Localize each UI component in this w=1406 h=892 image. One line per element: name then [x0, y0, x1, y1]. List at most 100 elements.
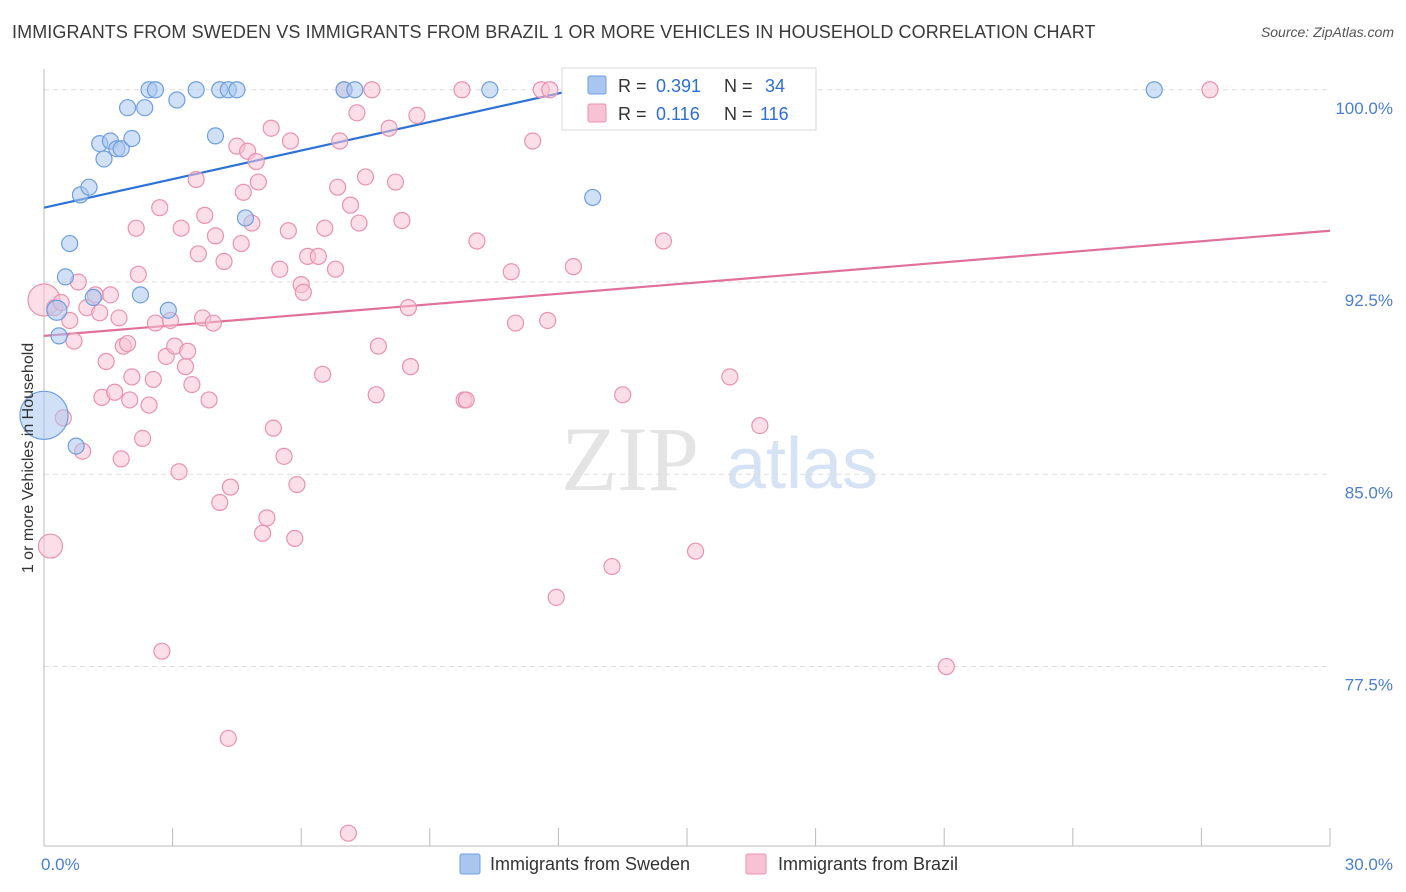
point-brazil [221, 478, 240, 496]
point-brazil [146, 314, 165, 332]
point-sweden [228, 81, 246, 99]
point-brazil [118, 334, 137, 353]
point-brazil [206, 227, 225, 245]
y-tick-label: 77.5% [1345, 676, 1393, 695]
point-brazil [234, 183, 252, 201]
stats-brazil-r-value: 0.116 [656, 104, 700, 124]
point-brazil [140, 396, 158, 414]
x-tick-label: 30.0% [1345, 855, 1393, 874]
stats-sweden-n-value: 34 [765, 76, 785, 96]
source-credit: Source: ZipAtlas.com [1260, 24, 1394, 40]
point-brazil [91, 304, 109, 322]
point-brazil [144, 370, 162, 389]
point-brazil [356, 168, 375, 186]
point-brazil [468, 232, 486, 250]
point-brazil [539, 311, 557, 330]
stats-sweden-n-label: N = [724, 76, 753, 96]
point-sweden [19, 390, 69, 440]
x-tick-label: 0.0% [41, 855, 80, 874]
legend-label-brazil: Immigrants from Brazil [778, 854, 958, 874]
point-brazil [200, 391, 218, 409]
series-brazil-points [27, 81, 1219, 842]
point-brazil [151, 199, 169, 217]
point-brazil [112, 450, 130, 468]
stats-box: R = 0.391 N = 34 R = 0.116 N = 116 [561, 67, 817, 131]
point-brazil [264, 419, 282, 437]
point-brazil [386, 173, 405, 191]
point-brazil [129, 265, 147, 283]
point-brazil [721, 368, 739, 386]
point-brazil [123, 368, 141, 386]
point-sweden [46, 299, 68, 321]
point-brazil [279, 222, 297, 240]
point-brazil [367, 386, 385, 404]
point-brazil [275, 447, 293, 465]
point-brazil [258, 509, 276, 527]
point-brazil [176, 358, 195, 376]
point-brazil [37, 533, 64, 559]
point-brazil [172, 219, 190, 237]
point-brazil [1201, 81, 1219, 99]
legend-label-sweden: Immigrants from Sweden [490, 854, 690, 874]
point-brazil [350, 214, 368, 232]
stats-swatch-sweden [587, 75, 607, 95]
point-sweden [56, 268, 75, 286]
y-tick-labels: 100.0% 92.5% 85.0% 77.5% [1335, 99, 1393, 695]
y-tick-label: 100.0% [1335, 99, 1393, 118]
point-sweden [187, 81, 205, 99]
legend-swatch-brazil [745, 853, 767, 875]
point-sweden [136, 99, 154, 117]
stats-brazil-r-label: R = [618, 104, 647, 124]
stats-swatch-brazil [587, 103, 607, 123]
point-brazil [254, 524, 272, 542]
point-brazil [294, 283, 312, 301]
point-brazil [101, 286, 120, 304]
point-brazil [61, 311, 79, 330]
point-brazil [211, 493, 229, 512]
watermark-atlas: atlas [726, 424, 878, 504]
point-brazil [506, 314, 525, 332]
point-brazil [219, 729, 237, 747]
point-brazil [121, 391, 139, 409]
point-brazil [127, 219, 145, 237]
gridlines [44, 89, 1330, 668]
point-sweden [61, 234, 79, 253]
point-sweden [236, 209, 255, 227]
y-tick-label: 92.5% [1345, 291, 1393, 310]
legend: Immigrants from Sweden Immigrants from B… [459, 853, 958, 875]
point-brazil [189, 245, 207, 263]
point-brazil [453, 81, 471, 99]
point-sweden [131, 286, 150, 304]
point-brazil [262, 119, 280, 137]
point-sweden [84, 288, 102, 307]
stats-sweden-r-value: 0.391 [656, 76, 701, 96]
point-brazil [286, 529, 304, 547]
point-brazil [393, 211, 411, 230]
point-brazil [408, 106, 426, 124]
point-brazil [204, 314, 222, 332]
point-brazil [326, 260, 345, 278]
point-brazil [170, 463, 188, 481]
point-brazil [314, 365, 332, 383]
y-tick-label: 85.0% [1345, 483, 1393, 502]
point-sweden [80, 178, 98, 196]
point-brazil [541, 81, 559, 99]
trendline-brazil [43, 229, 1331, 337]
point-brazil [603, 557, 621, 576]
legend-swatch-sweden [459, 853, 481, 875]
point-brazil [369, 337, 387, 355]
point-brazil [380, 119, 398, 137]
point-brazil [339, 824, 357, 842]
y-axis-label: 1 or more Vehicles in Household [20, 343, 37, 573]
stats-sweden-r-label: R = [618, 76, 647, 96]
stats-brazil-n-value: 116 [760, 104, 789, 124]
point-brazil [399, 299, 417, 317]
point-brazil [110, 309, 128, 327]
point-brazil [457, 391, 475, 409]
point-brazil [106, 383, 124, 401]
point-brazil [179, 342, 197, 360]
point-sweden [481, 81, 499, 99]
point-brazil [341, 196, 360, 214]
point-brazil [654, 232, 673, 250]
